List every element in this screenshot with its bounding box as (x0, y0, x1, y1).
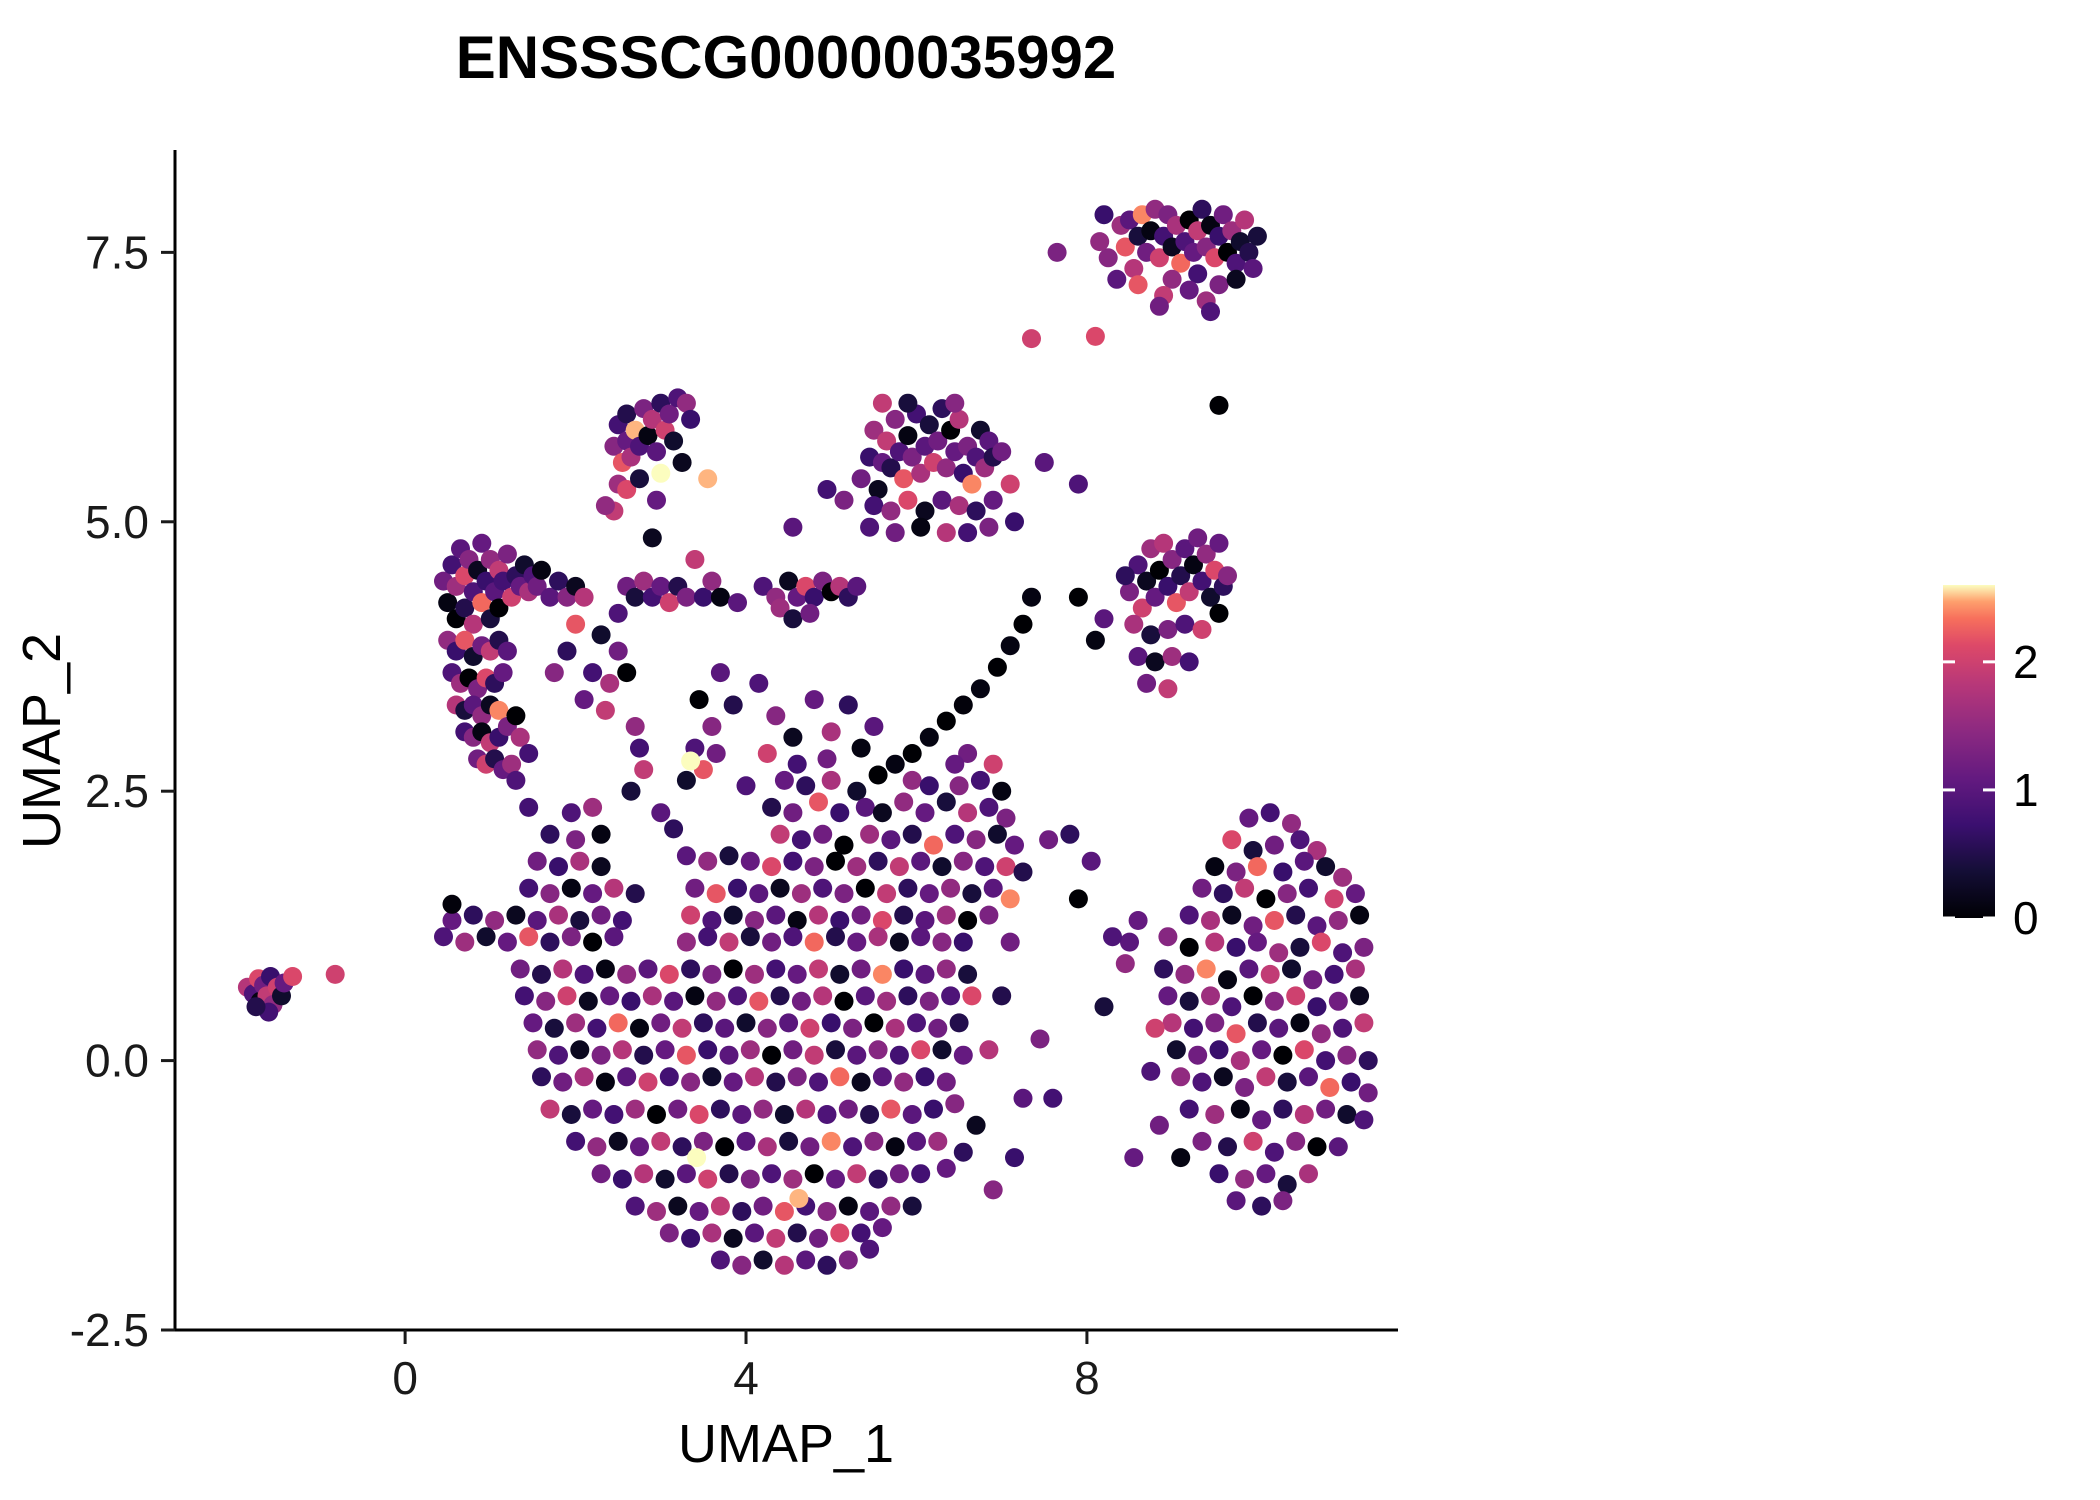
svg-text:1: 1 (2013, 764, 2039, 816)
x-axis-ticks: 0 4 8 (392, 1330, 1100, 1404)
color-legend: 0 1 2 (1943, 585, 2039, 944)
svg-text:-2.5: -2.5 (70, 1304, 149, 1356)
svg-text:7.5: 7.5 (85, 226, 149, 278)
y-axis-ticks: -2.5 0.0 2.5 5.0 7.5 (70, 226, 175, 1356)
svg-text:8: 8 (1074, 1352, 1100, 1404)
scatter-points (237, 199, 1378, 1275)
svg-text:0: 0 (2013, 892, 2039, 944)
svg-text:0: 0 (392, 1352, 418, 1404)
plot-title: ENSSSCG00000035992 (456, 24, 1116, 91)
legend-ticks: 0 1 2 (1943, 636, 2039, 944)
y-axis-title: UMAP_2 (12, 633, 72, 849)
x-axis-title: UMAP_1 (678, 1414, 894, 1474)
svg-text:0.0: 0.0 (85, 1035, 149, 1087)
svg-text:4: 4 (733, 1352, 759, 1404)
svg-text:2.5: 2.5 (85, 765, 149, 817)
y-axis: -2.5 0.0 2.5 5.0 7.5 UMAP_2 (12, 150, 177, 1356)
legend-colorbar (1943, 585, 1995, 918)
svg-text:5.0: 5.0 (85, 496, 149, 548)
svg-text:2: 2 (2013, 636, 2039, 688)
x-axis: 0 4 8 UMAP_1 (175, 1328, 1398, 1474)
